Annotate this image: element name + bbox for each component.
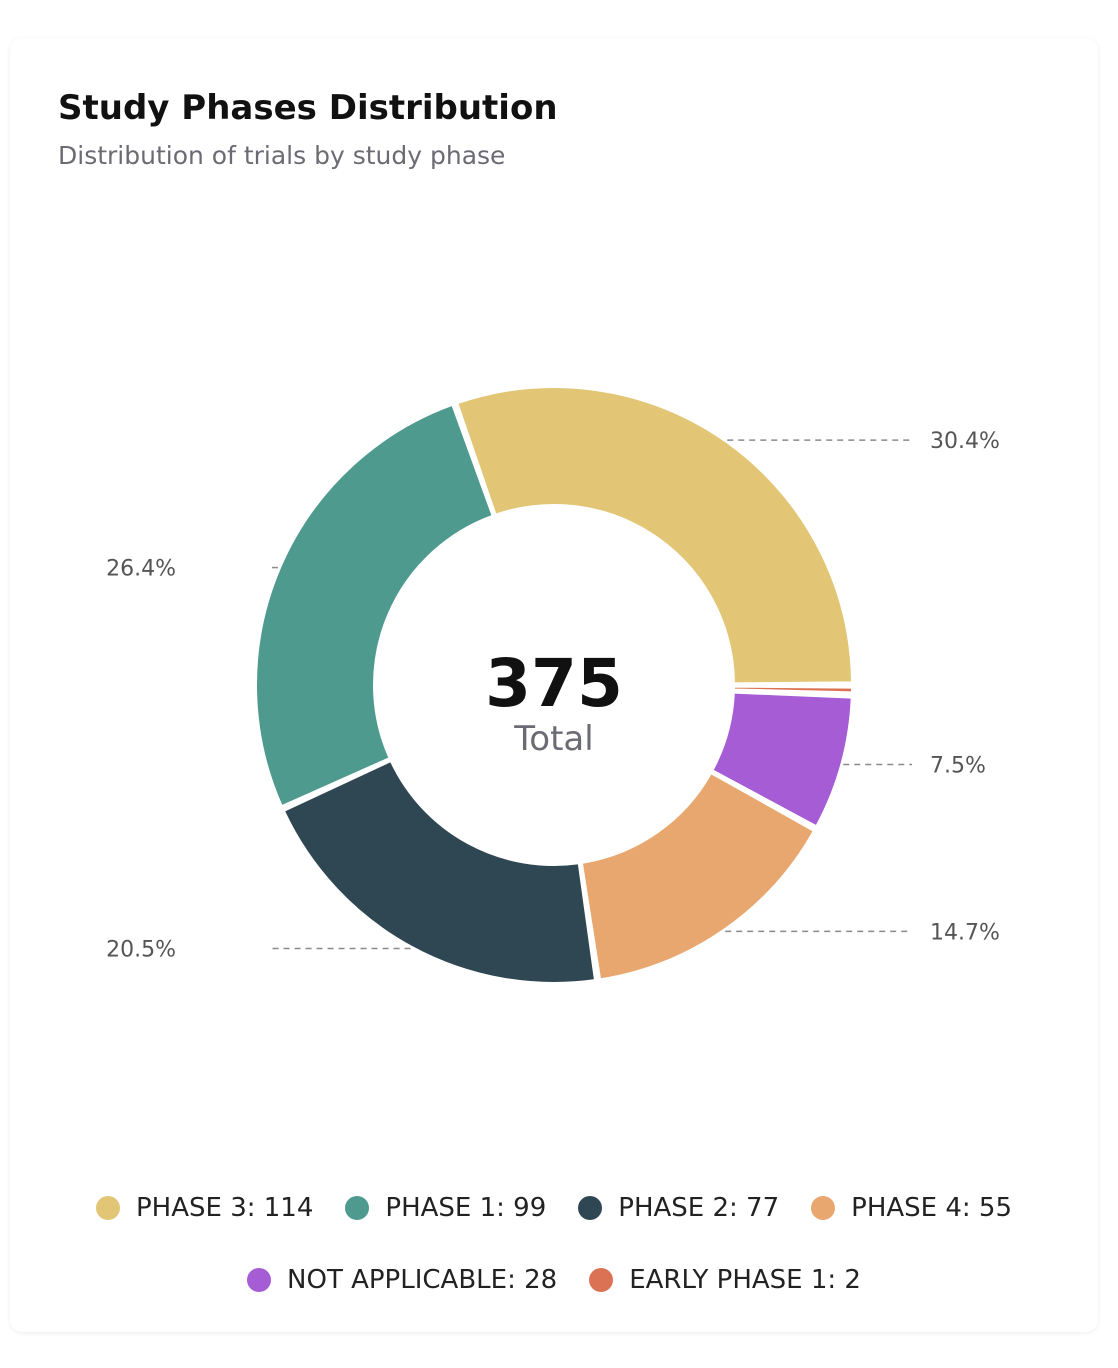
percent-label-phase-3: 30.4%: [930, 429, 1000, 454]
percent-labels: 30.4% 7.5% 14.7% 20.5% 26.4%: [106, 429, 1000, 962]
legend-dot-icon: [345, 1196, 370, 1220]
legend-row-1: PHASE 3: 114 PHASE 1: 99 PHASE 2: 77 PHASE …: [10, 1190, 1098, 1226]
legend-item-phase-1[interactable]: PHASE 1: 99: [345, 1190, 546, 1226]
percent-label-not-applicable: 7.5%: [930, 753, 986, 778]
legend-label: PHASE 4: 55: [851, 1193, 1013, 1223]
leader-lines: [272, 439, 912, 950]
legend-dot-icon: [578, 1196, 603, 1220]
center-total-label: Total: [513, 719, 593, 759]
legend-item-phase-4[interactable]: PHASE 4: 55: [811, 1190, 1012, 1226]
percent-label-phase-4: 14.7%: [930, 920, 1000, 945]
legend-item-phase-2[interactable]: PHASE 2: 77: [578, 1190, 779, 1226]
slice-phase-3[interactable]: [456, 386, 853, 685]
slice-phase-1[interactable]: [255, 403, 494, 808]
donut-chart: 30.4% 7.5% 14.7% 20.5% 26.4% 375 Total: [106, 386, 1000, 984]
legend-label: PHASE 3: 114: [135, 1193, 314, 1223]
legend-label: NOT APPLICABLE: 28: [287, 1265, 558, 1295]
legend-item-not-applicable[interactable]: NOT APPLICABLE: 28: [247, 1262, 557, 1298]
slice-phase-4[interactable]: [580, 771, 816, 981]
legend-label: PHASE 1: 99: [385, 1193, 547, 1223]
percent-label-phase-1: 26.4%: [106, 557, 176, 582]
legend-dot-icon: [811, 1196, 836, 1220]
legend-item-phase-3[interactable]: PHASE 3: 114: [95, 1190, 314, 1226]
chart-subtitle: Distribution of trials by study phase: [58, 141, 506, 170]
legend-dot-icon: [589, 1268, 614, 1292]
slice-phase-2[interactable]: [282, 759, 597, 984]
chart-card: Study Phases Distribution Distribution o…: [10, 38, 1098, 1332]
legend-label: PHASE 2: 77: [618, 1193, 780, 1223]
legend-dot-icon: [247, 1268, 272, 1292]
percent-label-phase-2: 20.5%: [106, 937, 176, 962]
legend-item-early-phase-1[interactable]: EARLY PHASE 1: 2: [589, 1262, 861, 1298]
legend-row-2: NOT APPLICABLE: 28 EARLY PHASE 1: 2: [10, 1262, 1098, 1298]
legend-label: EARLY PHASE 1: 2: [629, 1265, 861, 1295]
slice-not-applicable[interactable]: [711, 691, 853, 828]
center-total-value: 375: [485, 645, 623, 722]
chart-title: Study Phases Distribution: [58, 88, 558, 128]
legend-dot-icon: [95, 1196, 120, 1220]
slice-early-phase-1[interactable]: [732, 685, 853, 694]
slices-group: [255, 386, 853, 984]
